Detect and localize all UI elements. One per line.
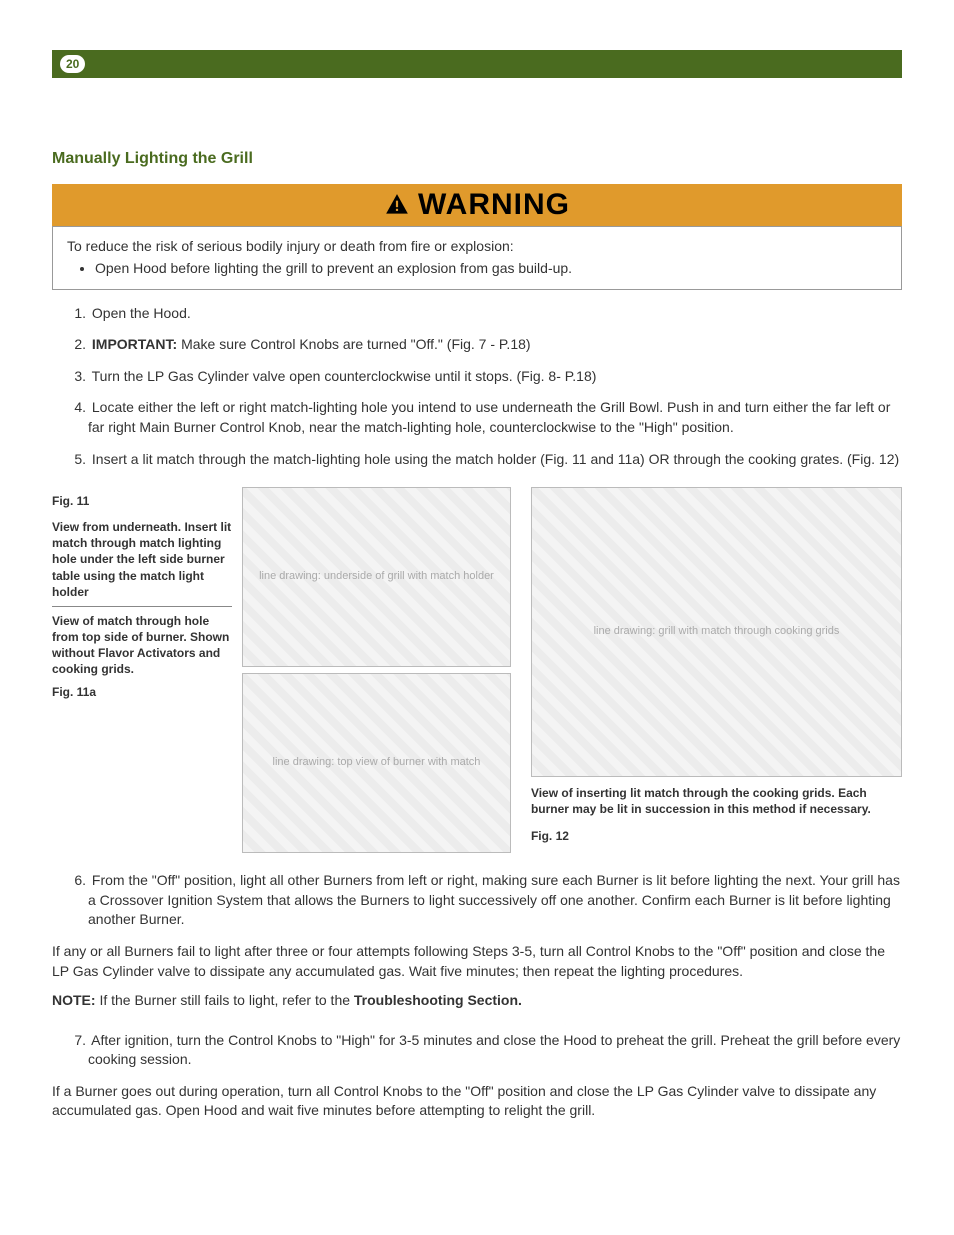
note-bold: Troubleshooting Section. [354,992,522,1008]
warning-banner: WARNING [52,184,902,226]
fig12-label: Fig. 12 [531,828,902,845]
fig11-label: Fig. 11 [52,493,232,510]
warning-box: To reduce the risk of serious bodily inj… [52,226,902,289]
fig11-image [242,487,511,667]
note-lead: NOTE: [52,992,96,1008]
step-2: 2. IMPORTANT: Make sure Control Knobs ar… [52,335,902,355]
instruction-list-2: 6. From the "Off" position, light all ot… [52,871,902,930]
fail-paragraph: If any or all Burners fail to light afte… [52,942,902,981]
warning-intro: To reduce the risk of serious bodily inj… [67,237,887,257]
page-header-bar: 20 [52,50,902,78]
step-7: 7. After ignition, turn the Control Knob… [52,1031,902,1070]
section-title: Manually Lighting the Grill [52,148,902,170]
note-paragraph: NOTE: If the Burner still fails to light… [52,991,902,1011]
figure-column-right: View of inserting lit match through the … [531,487,902,847]
warning-bullet: Open Hood before lighting the grill to p… [95,259,887,279]
document-page: 20 Manually Lighting the Grill WARNING T… [0,0,954,1171]
instruction-list: 1. Open the Hood. 2. IMPORTANT: Make sur… [52,304,902,470]
step-1: 1. Open the Hood. [52,304,902,324]
instruction-list-3: 7. After ignition, turn the Control Knob… [52,1031,902,1070]
fig11-caption: View from underneath. Insert lit match t… [52,519,232,600]
fig11a-caption: View of match through hole from top side… [52,613,232,678]
figure-column-left: Fig. 11 View from underneath. Insert lit… [52,487,511,853]
step-4: 4. Locate either the left or right match… [52,398,902,437]
step-3: 3. Turn the LP Gas Cylinder valve open c… [52,367,902,387]
warning-label: WARNING [418,184,570,226]
step-5: 5. Insert a lit match through the match-… [52,450,902,470]
caption-divider [52,606,232,607]
figures-row: Fig. 11 View from underneath. Insert lit… [52,487,902,853]
fig12-caption: View of inserting lit match through the … [531,785,902,817]
fig12-image [531,487,902,777]
fig11a-label: Fig. 11a [52,684,232,701]
fig11a-image [242,673,511,853]
warning-icon [384,192,410,218]
page-number: 20 [60,55,85,73]
burner-out-paragraph: If a Burner goes out during operation, t… [52,1082,902,1121]
note-mid: If the Burner still fails to light, refe… [96,992,354,1008]
step-6: 6. From the "Off" position, light all ot… [52,871,902,930]
